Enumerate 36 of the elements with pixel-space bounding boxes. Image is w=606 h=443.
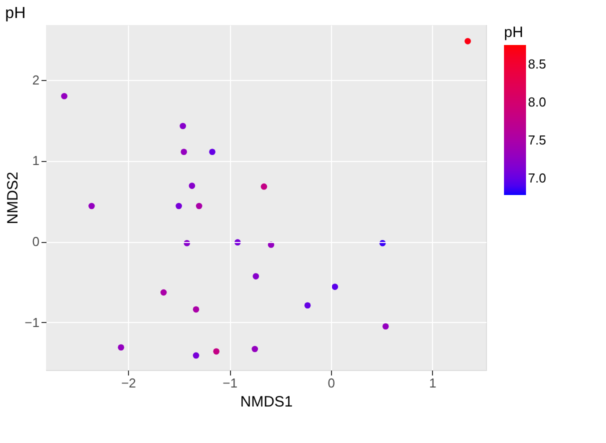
point (213, 348, 220, 355)
x-tick-label: −2 (121, 376, 136, 390)
color-bar-label: 7.5 (528, 132, 546, 148)
point (260, 183, 268, 190)
point (176, 202, 182, 210)
y-tick-label: 2 (32, 72, 40, 88)
point (192, 352, 200, 359)
point (118, 344, 124, 351)
point (88, 202, 95, 210)
x-axis-title: NMDS1 (240, 394, 293, 410)
color-bar-label: 8.0 (528, 94, 546, 110)
x-tick-label: 0 (328, 376, 335, 390)
point (304, 302, 311, 309)
y-tick-label: 0 (32, 234, 40, 250)
x-tick-label: 1 (429, 376, 436, 390)
y-tick-label: 1 (32, 153, 40, 168)
point (196, 202, 202, 210)
point (61, 92, 68, 100)
point (332, 284, 338, 290)
y-axis-title: NMDS2 (4, 172, 22, 224)
color-bar-label: 8.5 (528, 56, 546, 72)
point (209, 148, 216, 156)
point (160, 289, 167, 296)
point (382, 323, 389, 330)
point (192, 306, 200, 313)
point (252, 273, 260, 280)
color-bar-label: 7.0 (528, 170, 546, 186)
point (180, 122, 186, 130)
color-bar-title: pH (504, 24, 524, 41)
point (252, 346, 258, 352)
point (180, 148, 188, 156)
point (188, 182, 196, 189)
chart-title: pH (5, 5, 26, 22)
y-tick-label: −1 (24, 314, 40, 330)
point (464, 38, 471, 44)
x-tick-label: −1 (222, 376, 238, 390)
